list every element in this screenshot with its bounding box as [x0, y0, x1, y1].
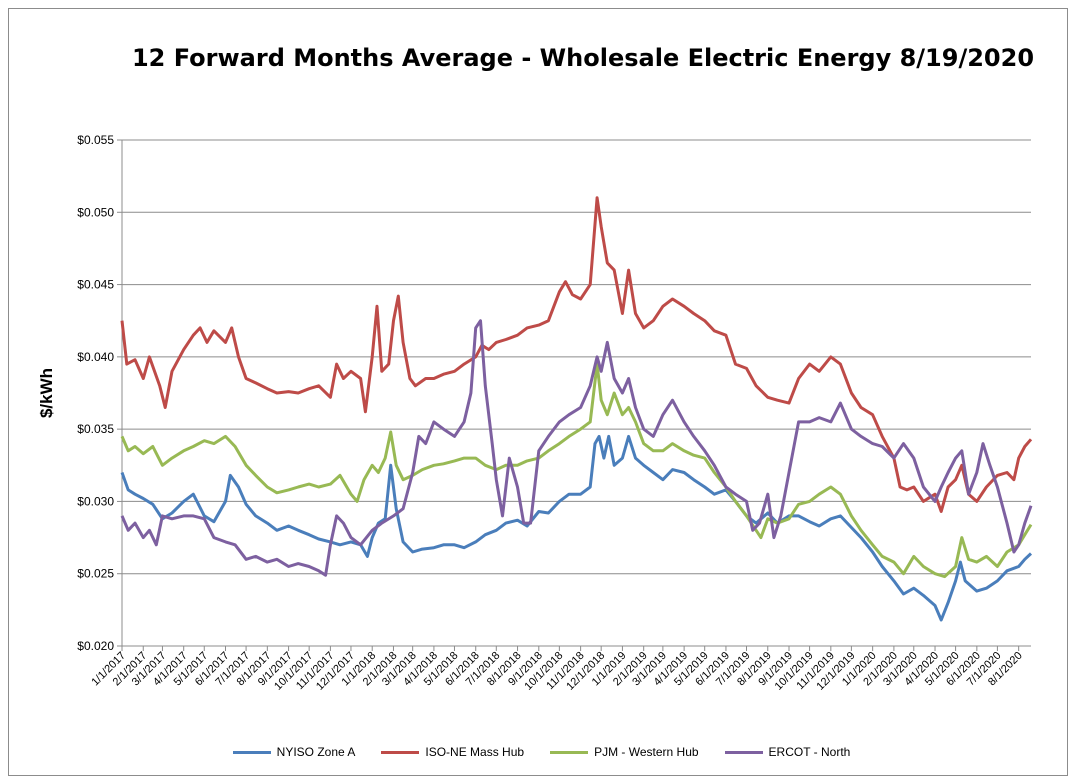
series-line-pjm-western-hub	[120, 362, 1033, 579]
y-tick-label: $0.050	[77, 205, 114, 219]
legend-label: PJM - Western Hub	[594, 745, 699, 759]
legend-item: NYISO Zone A	[232, 745, 356, 759]
y-tick-label: $0.045	[77, 278, 114, 292]
y-tick-label: $0.030	[77, 494, 114, 508]
legend-swatch	[381, 750, 420, 754]
legend-item: PJM - Western Hub	[550, 745, 699, 759]
legend-label: ERCOT - North	[768, 745, 851, 759]
legend-label: NYISO Zone A	[276, 745, 356, 759]
series-line-iso-ne-mass-hub	[120, 196, 1033, 513]
y-tick-label: $0.020	[77, 639, 114, 653]
chart-title: 12 Forward Months Average - Wholesale El…	[131, 44, 1035, 72]
chart-frame	[8, 8, 1068, 776]
legend-item: ISO-NE Mass Hub	[381, 745, 524, 759]
chart-legend: NYISO Zone A ISO-NE Mass Hub PJM - Western…	[0, 745, 1083, 759]
y-tick-label: $0.025	[77, 567, 114, 581]
y-tick-label: $0.040	[77, 350, 114, 364]
series-line-nyiso-zone-a	[120, 434, 1033, 622]
legend-item: ERCOT - North	[724, 745, 851, 759]
legend-swatch	[550, 750, 589, 754]
y-tick-label: $0.035	[77, 422, 114, 436]
legend-swatch	[724, 750, 763, 754]
legend-swatch	[232, 750, 271, 754]
y-tick-label: $0.055	[77, 133, 114, 147]
series-line-ercot-north	[120, 319, 1033, 577]
y-axis-title: $/kWh	[37, 368, 56, 418]
legend-label: ISO-NE Mass Hub	[425, 745, 525, 759]
